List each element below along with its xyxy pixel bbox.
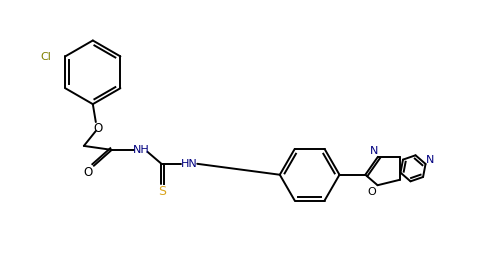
Text: N: N: [370, 146, 378, 156]
Text: Cl: Cl: [40, 52, 51, 62]
Text: HN: HN: [181, 159, 198, 169]
Text: N: N: [427, 155, 435, 165]
Text: NH: NH: [133, 145, 150, 155]
Text: O: O: [93, 122, 102, 135]
Text: O: O: [367, 187, 376, 197]
Text: O: O: [83, 166, 93, 179]
Text: S: S: [159, 185, 166, 198]
